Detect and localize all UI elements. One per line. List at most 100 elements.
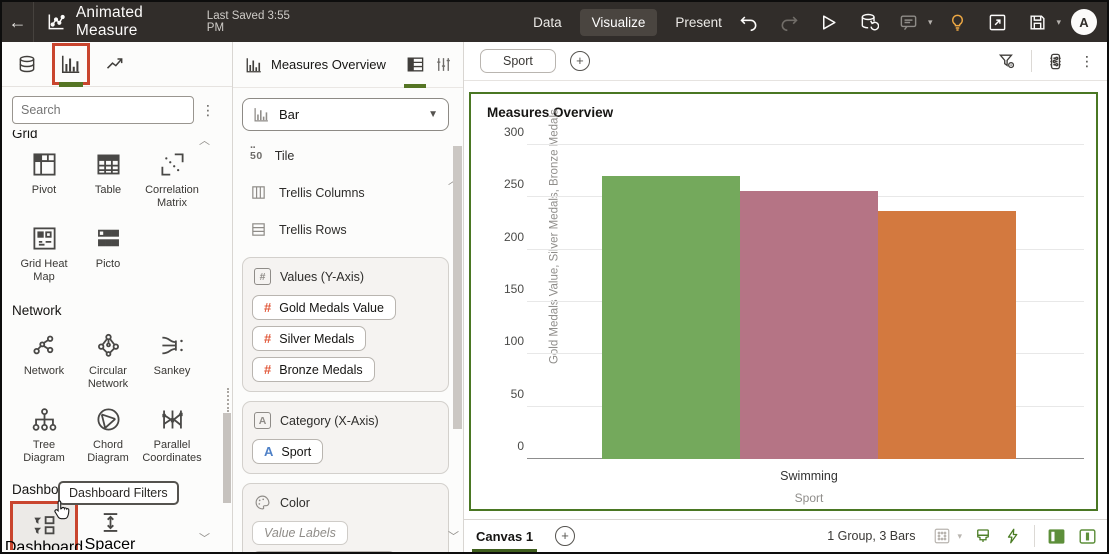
data-tab-icon[interactable] bbox=[12, 47, 42, 81]
viz-item-tree-diagram[interactable]: Tree Diagram bbox=[12, 396, 76, 470]
chip-sport[interactable]: A Sport bbox=[252, 439, 324, 464]
filter-bar: Sport + ⋮ bbox=[464, 42, 1107, 81]
layout-grid-icon[interactable] bbox=[933, 527, 951, 545]
avatar[interactable]: A bbox=[1071, 9, 1097, 35]
canvas-tab-bar: Canvas 1 + 1 Group, 3 Bars ▾ bbox=[464, 519, 1107, 552]
viz-type-value: Bar bbox=[279, 107, 300, 122]
y-tick-label: 200 bbox=[503, 229, 524, 244]
grammar-body: ︿ Bar ▼ 50 Tile Trellis Columns Trellis … bbox=[233, 88, 463, 552]
drop-target-tile[interactable]: 50 Tile bbox=[242, 137, 449, 174]
viz-item-parallel-coordinates[interactable]: Parallel Coordinates bbox=[140, 396, 204, 470]
tab-canvas-1[interactable]: Canvas 1 bbox=[472, 520, 538, 552]
tab-viz-settings[interactable] bbox=[429, 42, 457, 88]
drop-target-trellis-rows[interactable]: Trellis Rows bbox=[242, 211, 449, 248]
category-x-axis-group: A Category (X-Axis) A Sport bbox=[242, 401, 449, 474]
visualizations-tab-icon[interactable] bbox=[52, 43, 90, 87]
panel-resize-handle[interactable] bbox=[227, 388, 229, 412]
mode-tabs: Data Visualize Present bbox=[521, 8, 734, 36]
canvas-menu-icon[interactable]: ⋮ bbox=[1080, 52, 1094, 69]
active-canvas-indicator bbox=[472, 548, 538, 552]
grid-heat-map-icon bbox=[32, 227, 56, 250]
grammar-panel: Measures Overview ︿ Bar ▼ 50 Tile bbox=[233, 42, 464, 552]
grammar-scrollbar-thumb[interactable] bbox=[453, 146, 462, 429]
bar-chart-visualization[interactable]: Measures Overview Gold Medals Value, Sil… bbox=[469, 92, 1098, 511]
refresh-data-icon[interactable] bbox=[854, 7, 884, 37]
comments-icon[interactable] bbox=[894, 7, 924, 37]
section-grid: Grid bbox=[12, 130, 38, 141]
chart-title: Measures Overview bbox=[487, 105, 614, 120]
add-canvas-icon[interactable]: + bbox=[555, 526, 576, 546]
chip-total-medals-value[interactable]: #Total Medals Value bbox=[252, 551, 396, 552]
bar-gold-medals-value[interactable] bbox=[602, 176, 740, 459]
tab-grammar[interactable] bbox=[401, 42, 429, 88]
bar-bronze-medals[interactable] bbox=[878, 210, 1016, 459]
analytics-tab-icon[interactable] bbox=[100, 47, 130, 81]
viz-title-icon bbox=[246, 57, 261, 72]
auto-apply-lightning-icon[interactable] bbox=[1004, 527, 1022, 545]
dashboard-controls-items: Dashboard Filters Spacer bbox=[2, 501, 232, 550]
filter-settings-icon[interactable] bbox=[998, 52, 1017, 71]
viz-item-sankey[interactable]: Sankey bbox=[140, 322, 204, 396]
color-group-label: Color bbox=[280, 495, 310, 510]
viz-item-pivot[interactable]: Pivot bbox=[12, 141, 76, 215]
scroll-down-icon[interactable]: ﹀ bbox=[199, 533, 210, 545]
insights-lightbulb-icon[interactable] bbox=[942, 7, 972, 37]
pivot-icon bbox=[32, 153, 56, 176]
chord-diagram-icon bbox=[96, 408, 120, 431]
viz-type-dropdown[interactable]: Bar ▼ bbox=[242, 98, 449, 131]
spacer-icon bbox=[103, 513, 117, 532]
viz-item-spacer[interactable]: Spacer bbox=[78, 501, 142, 550]
panel-layout-left-icon[interactable] bbox=[1047, 527, 1066, 546]
y-tick-label: 150 bbox=[503, 282, 524, 296]
run-icon[interactable] bbox=[814, 7, 844, 37]
drop-target-trellis-columns[interactable]: Trellis Columns bbox=[242, 174, 449, 211]
back-icon[interactable]: ← bbox=[8, 11, 27, 32]
workbook-logo-icon bbox=[46, 12, 66, 32]
save-caret-icon[interactable]: ▾ bbox=[1056, 16, 1061, 27]
chip-value-labels-placeholder[interactable]: Value Labels bbox=[252, 521, 348, 545]
viz-item-chord-diagram[interactable]: Chord Diagram bbox=[76, 396, 140, 470]
viz-item-correlation-matrix[interactable]: Correlation Matrix bbox=[140, 141, 204, 215]
canvas-properties-icon[interactable] bbox=[1046, 52, 1065, 71]
bar-silver-medals[interactable] bbox=[740, 191, 878, 459]
add-filter-icon[interactable]: + bbox=[569, 51, 590, 71]
comments-caret-icon[interactable]: ▾ bbox=[927, 16, 933, 27]
chip-gold-medals-value[interactable]: # Gold Medals Value bbox=[252, 295, 396, 320]
divider bbox=[1031, 50, 1032, 72]
picto-icon bbox=[97, 229, 119, 247]
layout-caret-icon[interactable]: ▾ bbox=[957, 530, 962, 541]
network-section-items: Network Circular Network Sankey Tree Dia… bbox=[2, 322, 232, 470]
attr-box-icon: A bbox=[254, 412, 271, 429]
viz-item-network[interactable]: Network bbox=[12, 322, 76, 396]
grammar-scroll-down-icon[interactable]: ﹀ bbox=[448, 531, 459, 543]
style-brush-icon[interactable] bbox=[974, 527, 992, 545]
chip-silver-medals[interactable]: # Silver Medals bbox=[252, 326, 367, 351]
filter-chip-sport[interactable]: Sport bbox=[480, 49, 556, 73]
network-icon bbox=[32, 335, 53, 355]
chip-bronze-medals[interactable]: # Bronze Medals bbox=[252, 357, 375, 382]
tile-icon: 50 bbox=[250, 142, 263, 162]
redo-icon[interactable] bbox=[774, 7, 804, 37]
tab-data[interactable]: Data bbox=[533, 14, 562, 30]
scroll-up-icon[interactable]: ︿ bbox=[199, 135, 210, 147]
attribute-icon: A bbox=[264, 444, 274, 459]
tab-visualize[interactable]: Visualize bbox=[579, 8, 658, 36]
export-icon[interactable] bbox=[982, 7, 1012, 37]
panel-layout-center-icon[interactable] bbox=[1078, 527, 1097, 546]
viz-item-grid-heat-map[interactable]: Grid Heat Map bbox=[12, 215, 76, 289]
settings-sliders-icon bbox=[436, 58, 450, 71]
sankey-icon bbox=[161, 336, 183, 355]
viz-item-table[interactable]: Table bbox=[76, 141, 140, 215]
viz-item-picto[interactable]: Picto bbox=[76, 215, 140, 289]
panel-menu-icon[interactable]: ⋮ bbox=[201, 101, 215, 118]
left-scrollbar-thumb[interactable] bbox=[223, 413, 231, 503]
tab-present[interactable]: Present bbox=[675, 14, 722, 30]
dropdown-caret-icon: ▼ bbox=[428, 109, 438, 120]
y-tick-label: 300 bbox=[503, 125, 524, 139]
status-text: 1 Group, 3 Bars bbox=[827, 529, 916, 543]
viz-item-circular-network[interactable]: Circular Network bbox=[76, 322, 140, 396]
undo-icon[interactable] bbox=[734, 7, 764, 37]
x-axis-label: Sport bbox=[794, 491, 824, 505]
save-icon[interactable] bbox=[1022, 7, 1052, 37]
search-input[interactable] bbox=[12, 96, 194, 124]
